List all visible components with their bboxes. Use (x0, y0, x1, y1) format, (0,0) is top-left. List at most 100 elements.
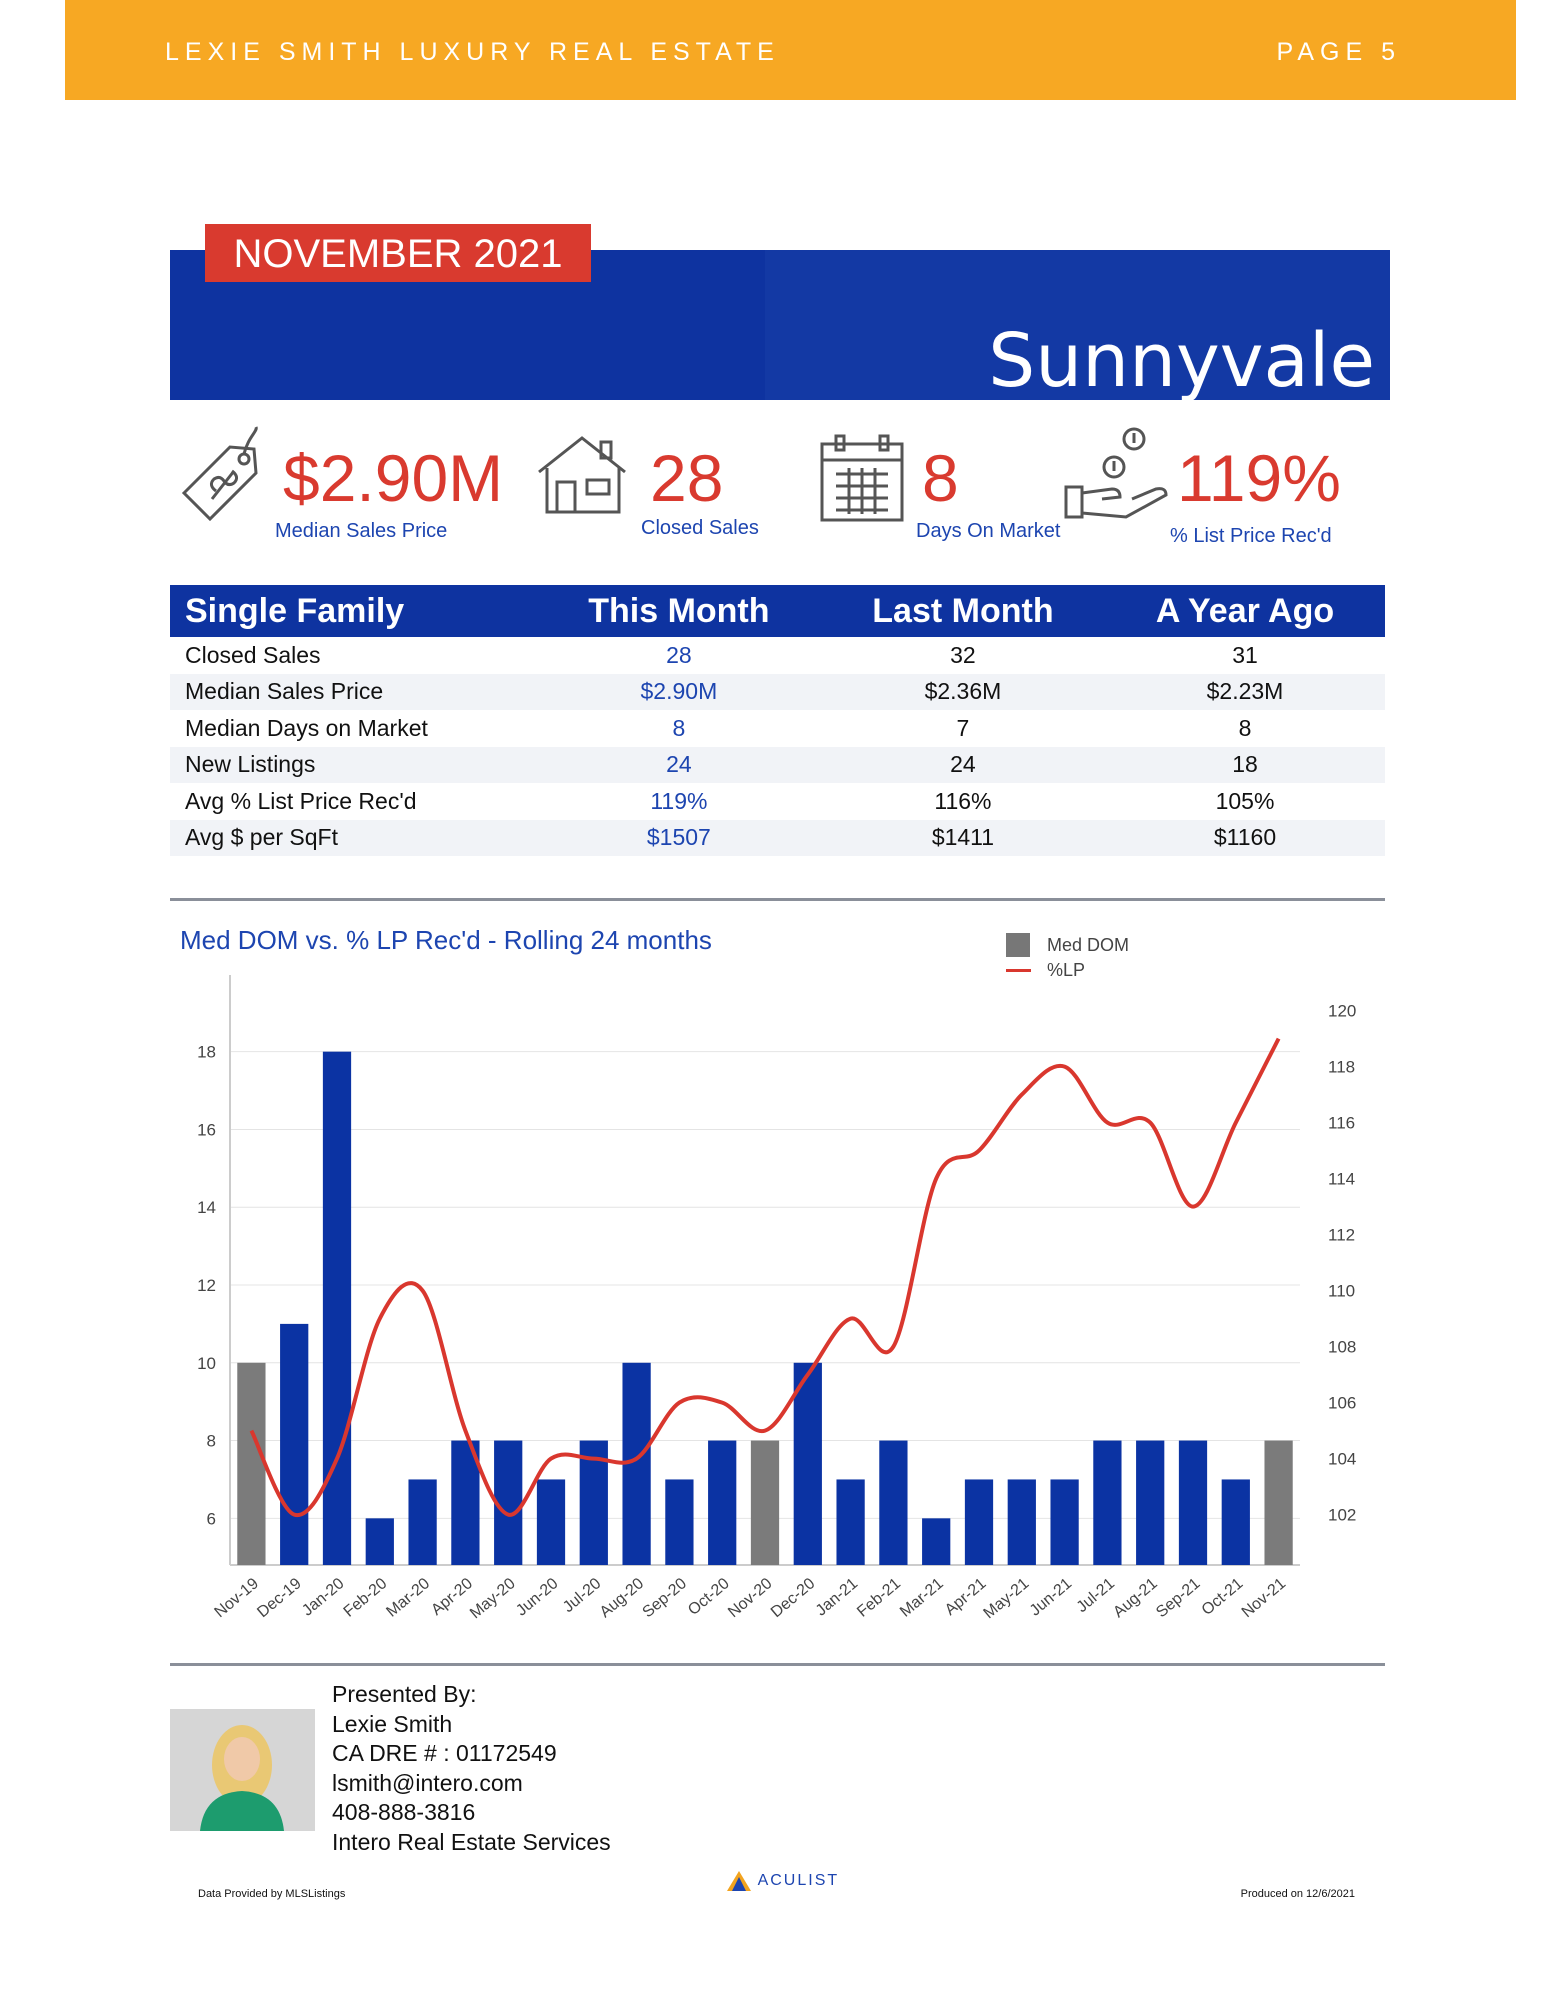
bar-med-dom (750, 1440, 780, 1565)
bar-med-dom (365, 1518, 394, 1565)
x-tick-label: Jun-20 (513, 1575, 561, 1620)
bar-med-dom (494, 1440, 523, 1565)
house-icon (538, 436, 626, 514)
kpi-closed-sales-value: 28 (650, 441, 724, 515)
x-tick-label: Mar-20 (383, 1575, 433, 1621)
x-tick-label: Nov-20 (725, 1575, 776, 1621)
kpi-days-market-value: 8 (922, 441, 959, 515)
y-tick-label-left: 8 (207, 1432, 216, 1451)
table-row: Median Sales Price $2.90M $2.36M $2.23M (170, 673, 1385, 710)
aculist-logo-text: ACULIST (757, 1872, 840, 1890)
y-tick-label-right: 114 (1328, 1170, 1355, 1189)
x-tick-label: Nov-19 (212, 1575, 263, 1621)
x-tick-label: Jan-20 (299, 1575, 347, 1620)
y-tick-label-right: 106 (1328, 1394, 1356, 1413)
divider (170, 1663, 1385, 1666)
header-bar: LEXIE SMITH LUXURY REAL ESTATE PAGE 5 (65, 0, 1516, 100)
y-tick-label-left: 12 (197, 1276, 216, 1295)
table-cell: Median Sales Price (170, 673, 537, 710)
x-tick-label: Feb-21 (854, 1575, 904, 1621)
month-label: NOVEMBER 2021 (205, 224, 591, 282)
x-tick-label: May-21 (981, 1575, 1033, 1622)
x-tick-label: Jan-21 (813, 1575, 861, 1620)
y-tick-label-right: 118 (1328, 1058, 1355, 1077)
table-cell: Median Days on Market (185, 714, 428, 741)
presenter-phone[interactable]: 408-888-3816 (332, 1799, 476, 1825)
y-tick-label-left: 6 (207, 1509, 216, 1528)
x-tick-label: Oct-21 (1199, 1575, 1247, 1619)
x-tick-label: Oct-20 (685, 1575, 733, 1619)
table-cell: $2.36M (820, 673, 1105, 710)
calendar-icon (820, 434, 904, 522)
kpi-list-price-value: 119% (1177, 441, 1341, 515)
bar-med-dom (451, 1440, 480, 1565)
bar-med-dom (536, 1479, 566, 1565)
table-cell: 28 (666, 641, 692, 668)
presenter-info: Presented By: Lexie Smith CA DRE # : 011… (332, 1680, 611, 1857)
data-source-note: Data Provided by MLSListings (198, 1888, 346, 1900)
table-cell: 116% (934, 787, 992, 814)
price-tag-icon (181, 426, 258, 522)
y-tick-label-left: 18 (197, 1043, 216, 1062)
table-row: Avg $ per SqFt $1507 $1411 $1160 (170, 819, 1385, 856)
table-cell: $2.23M (1104, 673, 1385, 710)
table-header: A Year Ago (1104, 585, 1385, 637)
bar-med-dom (922, 1518, 951, 1565)
x-tick-label: Feb-20 (341, 1575, 391, 1621)
y-tick-label-right: 112 (1328, 1226, 1355, 1245)
table-cell: 31 (1232, 641, 1258, 668)
table-cell: Avg % List Price Rec'd (185, 787, 417, 814)
x-tick-label: Sep-21 (1153, 1575, 1204, 1621)
table-cell: $1160 (1104, 819, 1385, 856)
table-row: Closed Sales 28 32 31 (170, 637, 1385, 674)
table-row: Median Days on Market 8 7 8 (170, 710, 1385, 747)
produced-date: Produced on 12/6/2021 (1240, 1888, 1355, 1900)
table-cell: Avg $ per SqFt (170, 819, 537, 856)
y-tick-label-right: 102 (1328, 1506, 1356, 1525)
y-tick-label-right: 120 (1328, 1002, 1356, 1021)
chart-title: Med DOM vs. % LP Rec'd - Rolling 24 mont… (180, 925, 712, 955)
y-tick-label-right: 116 (1328, 1114, 1355, 1133)
kpi-list-price-label: % List Price Rec'd (1170, 525, 1332, 547)
stats-table: Single Family This Month Last Month A Ye… (170, 585, 1385, 856)
bar-med-dom (836, 1479, 865, 1565)
bar-med-dom (708, 1440, 737, 1565)
line-pct-lp (249, 1037, 1281, 1518)
bar-med-dom (1178, 1440, 1208, 1565)
table-cell: $1411 (820, 819, 1105, 856)
table-cell: 8 (672, 714, 686, 741)
legend-label-bar: Med DOM (1047, 935, 1130, 955)
x-tick-label: Aug-20 (597, 1575, 648, 1621)
y-tick-label-right: 104 (1328, 1450, 1356, 1469)
bar-med-dom (793, 1362, 822, 1565)
table-cell: 119% (650, 787, 708, 814)
presenter-email[interactable]: lsmith@intero.com (332, 1769, 523, 1796)
page-number: PAGE 5 (1276, 38, 1401, 66)
hand-coins-icon (1064, 427, 1168, 519)
bar-med-dom (1136, 1440, 1165, 1565)
bar-med-dom (1007, 1479, 1036, 1565)
aculist-logo-icon (727, 1871, 751, 1891)
presenter-heading: Presented By: (332, 1681, 477, 1707)
bar-med-dom (665, 1479, 694, 1565)
table-row: New Listings 24 24 18 (170, 746, 1385, 783)
bar-med-dom (280, 1323, 309, 1565)
kpi-median-price-value: $2.90M (283, 441, 504, 515)
x-tick-label: Sep-20 (640, 1575, 691, 1621)
table-header: This Month (536, 585, 821, 637)
bar-med-dom (1221, 1479, 1250, 1565)
table-cell: 8 (1238, 714, 1252, 741)
y-tick-label-left: 10 (197, 1354, 216, 1373)
bar-med-dom (1050, 1479, 1079, 1565)
table-cell: 18 (1104, 746, 1385, 783)
bar-med-dom (964, 1479, 994, 1565)
kpi-closed-sales-label: Closed Sales (641, 517, 759, 539)
bar-med-dom (879, 1440, 908, 1565)
y-tick-label-right: 108 (1328, 1338, 1356, 1357)
table-cell: $1507 (536, 819, 821, 856)
x-tick-label: Mar-21 (897, 1575, 947, 1621)
bar-med-dom (1093, 1440, 1122, 1565)
table-cell: 7 (956, 714, 970, 741)
bar-med-dom (322, 1051, 352, 1565)
x-tick-label: Nov-21 (1239, 1575, 1290, 1621)
